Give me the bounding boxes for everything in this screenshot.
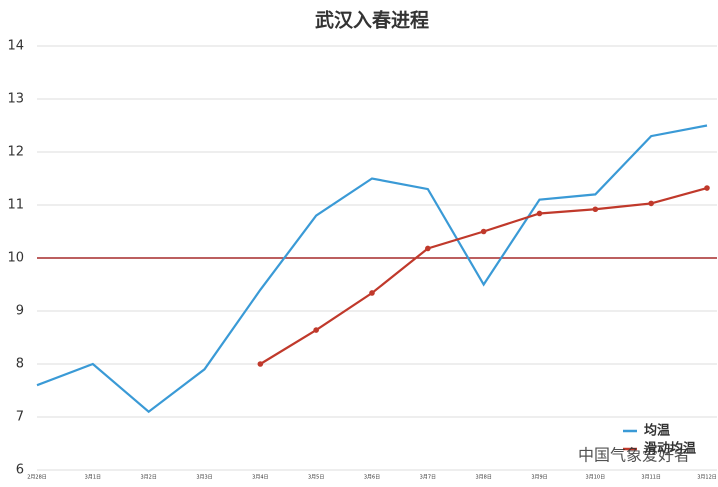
x-tick-label: 3月11日 [641,475,661,481]
point [369,290,375,296]
x-tick-label: 3月8日 [475,475,491,481]
point [536,210,543,217]
x-tick-label: 2月28日 [27,475,47,481]
y-tick-label: 11 [7,198,24,213]
y-tick-label: 7 [16,410,24,425]
x-tick-label: 3月3日 [196,475,212,481]
chart-title: 武汉入春进程 [315,9,429,32]
y-tick-label: 8 [16,357,24,372]
x-tick-label: 3月2日 [140,475,156,481]
x-tick-label: 3月1日 [85,475,101,481]
y-tick-label: 9 [16,304,24,319]
x-tick-label: 3月6日 [364,475,380,481]
x-tick-label: 3月4日 [252,475,268,481]
point [480,228,487,235]
series-line [259,186,708,365]
y-tick-label: 6 [16,463,24,478]
y-tick-label: 14 [7,39,24,54]
y-tick-label: 12 [7,145,24,160]
point [592,206,599,213]
legend-label: 均温 [644,423,670,439]
x-tick-label: 3月12日 [697,475,717,481]
point [425,245,431,252]
x-tick-label: 3月9日 [531,475,547,481]
point [704,185,710,191]
y-tick-label: 13 [7,92,24,107]
x-tick-label: 3月5日 [308,475,324,481]
x-tick-label: 3月10日 [586,475,606,481]
y-tick-label: 10 [7,251,24,266]
series-line [36,124,708,414]
watermark: 中国气象爱好者 [578,446,690,465]
point [257,361,264,367]
point [313,327,319,333]
legend-label: 滑动均温 [644,441,696,457]
x-tick-label: 3月7日 [420,475,436,481]
point [648,200,654,207]
